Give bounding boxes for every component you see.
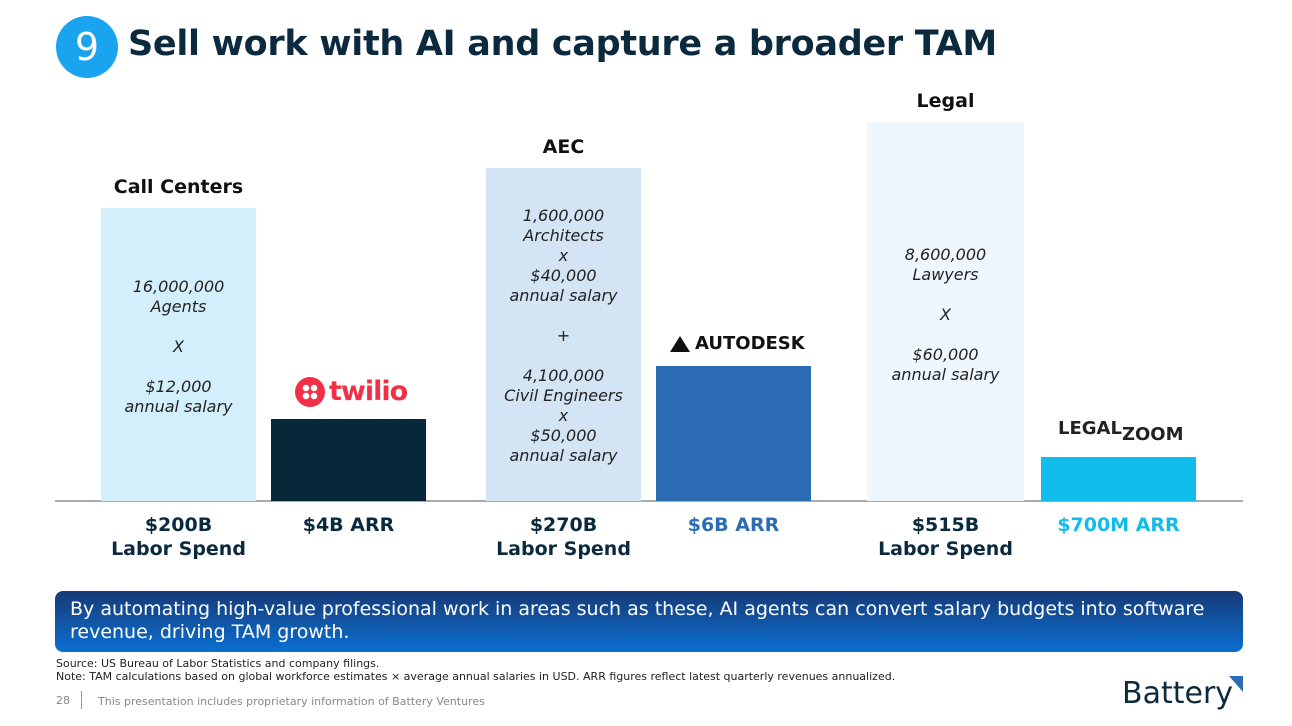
labor-spend-label: $200B Labor Spend <box>71 513 286 561</box>
calc-line: 8,600,000 <box>904 245 987 264</box>
calc-line: annual salary <box>509 446 618 465</box>
labor-spend-bar <box>486 168 641 501</box>
calc-line: 16,000,000 <box>132 277 225 296</box>
slide-title: Sell work with AI and capture a broader … <box>128 24 997 64</box>
battery-logo: Battery <box>1122 676 1234 711</box>
calc-line: Agents <box>150 297 207 316</box>
footer-divider <box>81 691 82 709</box>
calc-line: annual salary <box>124 397 233 416</box>
chart-baseline <box>55 500 1243 502</box>
autodesk-logo: AUTODESK <box>670 333 805 354</box>
page-number: 28 <box>56 694 70 707</box>
calc-line: $50,000 <box>530 426 597 445</box>
calculation-text: 1,600,000 Architects x $40,000 annual salary… <box>486 206 641 466</box>
callout-banner: By automating high-value professional wo… <box>55 591 1243 652</box>
calc-line <box>486 346 641 366</box>
arr-label: $4B ARR <box>302 514 395 536</box>
calc-line <box>867 325 1024 345</box>
labor-spend-label: $515B Labor Spend <box>837 513 1054 561</box>
arr-bar <box>1041 457 1196 501</box>
labor-label-line: Labor Spend <box>878 538 1013 560</box>
calc-line: Civil Engineers <box>504 386 623 405</box>
calc-line: annual salary <box>509 286 618 305</box>
calc-line: 4,100,000 <box>522 366 605 385</box>
disclaimer: This presentation includes proprietary i… <box>98 695 485 708</box>
category-label: Legal <box>916 90 975 112</box>
calc-line <box>101 357 256 377</box>
arr-label: $6B ARR <box>687 514 780 536</box>
calculation-text: 8,600,000 Lawyers X $60,000 annual salary <box>867 245 1024 385</box>
twilio-logo: twilio <box>295 376 408 407</box>
calc-line: annual salary <box>891 365 1000 384</box>
legalzoom-logo: LEGALZOOM <box>1058 418 1184 445</box>
calc-line: Lawyers <box>912 265 979 284</box>
calculation-text: 16,000,000 Agents X $12,000 annual salary <box>101 277 256 417</box>
source-note: Source: US Bureau of Labor Statistics an… <box>56 657 380 670</box>
arr-label: $700M ARR <box>1057 514 1180 536</box>
labor-label-line: $270B <box>529 514 598 536</box>
arr-bar <box>271 419 426 501</box>
calc-line <box>486 306 641 326</box>
calc-line: + <box>556 326 571 345</box>
calc-line <box>101 317 256 337</box>
arr-bar <box>656 366 811 501</box>
calc-line: X <box>940 305 951 324</box>
labor-label-line: $200B <box>144 514 213 536</box>
calc-line: X <box>173 337 184 356</box>
labor-label-line: Labor Spend <box>111 538 246 560</box>
labor-label-line: $515B <box>911 514 980 536</box>
category-label: AEC <box>542 136 585 158</box>
battery-logo-mark-icon <box>1229 676 1243 692</box>
calc-line: x <box>558 246 569 265</box>
slide-number-badge: 9 <box>56 16 118 78</box>
labor-spend-bar <box>867 122 1024 501</box>
labor-label-line: Labor Spend <box>496 538 631 560</box>
twilio-icon <box>295 376 325 407</box>
labor-spend-label: $270B Labor Spend <box>456 513 671 561</box>
calc-line: Architects <box>523 226 604 245</box>
calc-line: 1,600,000 <box>522 206 605 225</box>
calc-line: $12,000 <box>145 377 212 396</box>
autodesk-icon <box>670 335 690 352</box>
category-label: Call Centers <box>113 176 244 198</box>
calc-line: x <box>558 406 569 425</box>
calc-line <box>867 285 1024 305</box>
calc-line: $60,000 <box>912 345 979 364</box>
labor-spend-bar <box>101 208 256 501</box>
footnote: Note: TAM calculations based on global w… <box>56 670 896 683</box>
calc-line: $40,000 <box>530 266 597 285</box>
